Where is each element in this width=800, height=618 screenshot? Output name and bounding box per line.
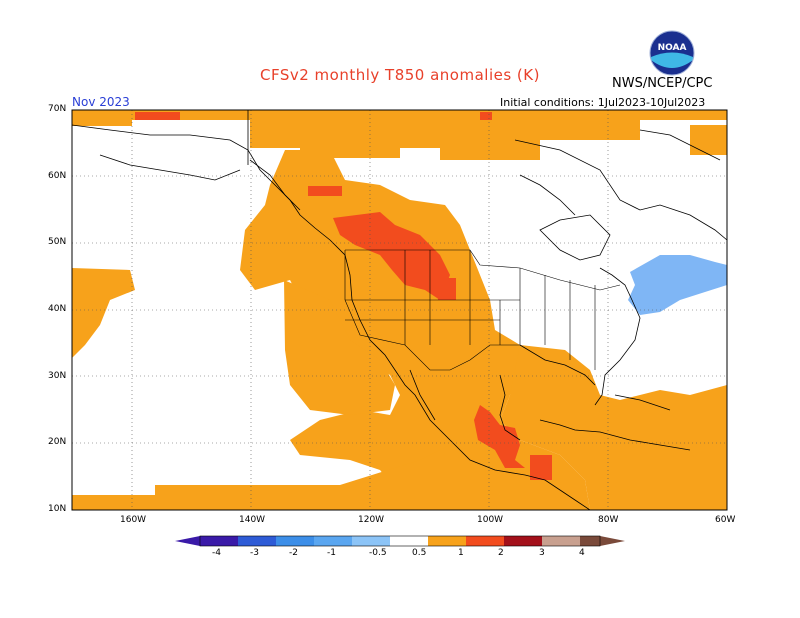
warm-anomaly-field: [72, 110, 727, 510]
lat-label-30n: 30N: [48, 371, 67, 381]
legend-label-4: 4: [579, 548, 585, 558]
legend-swatch-8: [466, 536, 504, 546]
legend-swatch-1: [200, 536, 238, 546]
legend-swatch-2: [238, 536, 276, 546]
lon-label-100w: 100W: [477, 515, 504, 525]
lon-label-140w: 140W: [239, 515, 266, 525]
cool-anomaly-field: [628, 255, 727, 315]
lon-label-80w: 80W: [598, 515, 619, 525]
legend-swatch-9: [504, 536, 542, 546]
initial-conditions-label: Initial conditions: 1Jul2023-10Jul2023: [500, 96, 706, 109]
lat-label-20n: 20N: [48, 437, 67, 447]
legend-label-minus3: -3: [250, 548, 259, 558]
legend-label-minus4: -4: [212, 548, 221, 558]
legend-label-1: 1: [458, 548, 464, 558]
legend-frame: [199, 535, 601, 547]
legend-swatch-6: [390, 536, 428, 546]
lat-label-60n: 60N: [48, 171, 67, 181]
legend-swatch-10: [542, 536, 580, 546]
lat-label-50n: 50N: [48, 237, 67, 247]
legend-label-minus0-5: -0.5: [369, 548, 387, 558]
legend-label-3: 3: [539, 548, 545, 558]
strong-warm-anomaly-field: [135, 112, 552, 480]
legend-swatch-3: [276, 536, 314, 546]
legend-label-minus1: -1: [327, 548, 336, 558]
legend-swatch-7: [428, 536, 466, 546]
logo-text: NOAA: [658, 43, 687, 53]
legend-swatch-0: [175, 536, 200, 546]
lat-label-10n: 10N: [48, 504, 67, 514]
legend-swatch-5: [352, 536, 390, 546]
organization-label: NWS/NCEP/CPC: [612, 76, 713, 91]
political-borders: [344, 249, 621, 371]
legend-swatch-12: [600, 536, 625, 546]
noaa-logo-icon: NOAA: [649, 30, 695, 76]
lon-label-120w: 120W: [358, 515, 385, 525]
lat-label-40n: 40N: [48, 304, 67, 314]
lon-label-60w: 60W: [715, 515, 736, 525]
legend-label-minus2: -2: [289, 548, 298, 558]
graticule: [72, 110, 727, 510]
legend-label-2: 2: [498, 548, 504, 558]
valid-month-label: Nov 2023: [72, 95, 130, 109]
legend-swatch-11: [580, 536, 600, 546]
lon-label-160w: 160W: [120, 515, 147, 525]
map-frame: [71, 109, 728, 511]
legend-label-0-5: 0.5: [412, 548, 427, 558]
lat-label-70n: 70N: [48, 104, 67, 114]
chart-title: CFSv2 monthly T850 anomalies (K): [260, 66, 540, 84]
legend-swatch-4: [314, 536, 352, 546]
